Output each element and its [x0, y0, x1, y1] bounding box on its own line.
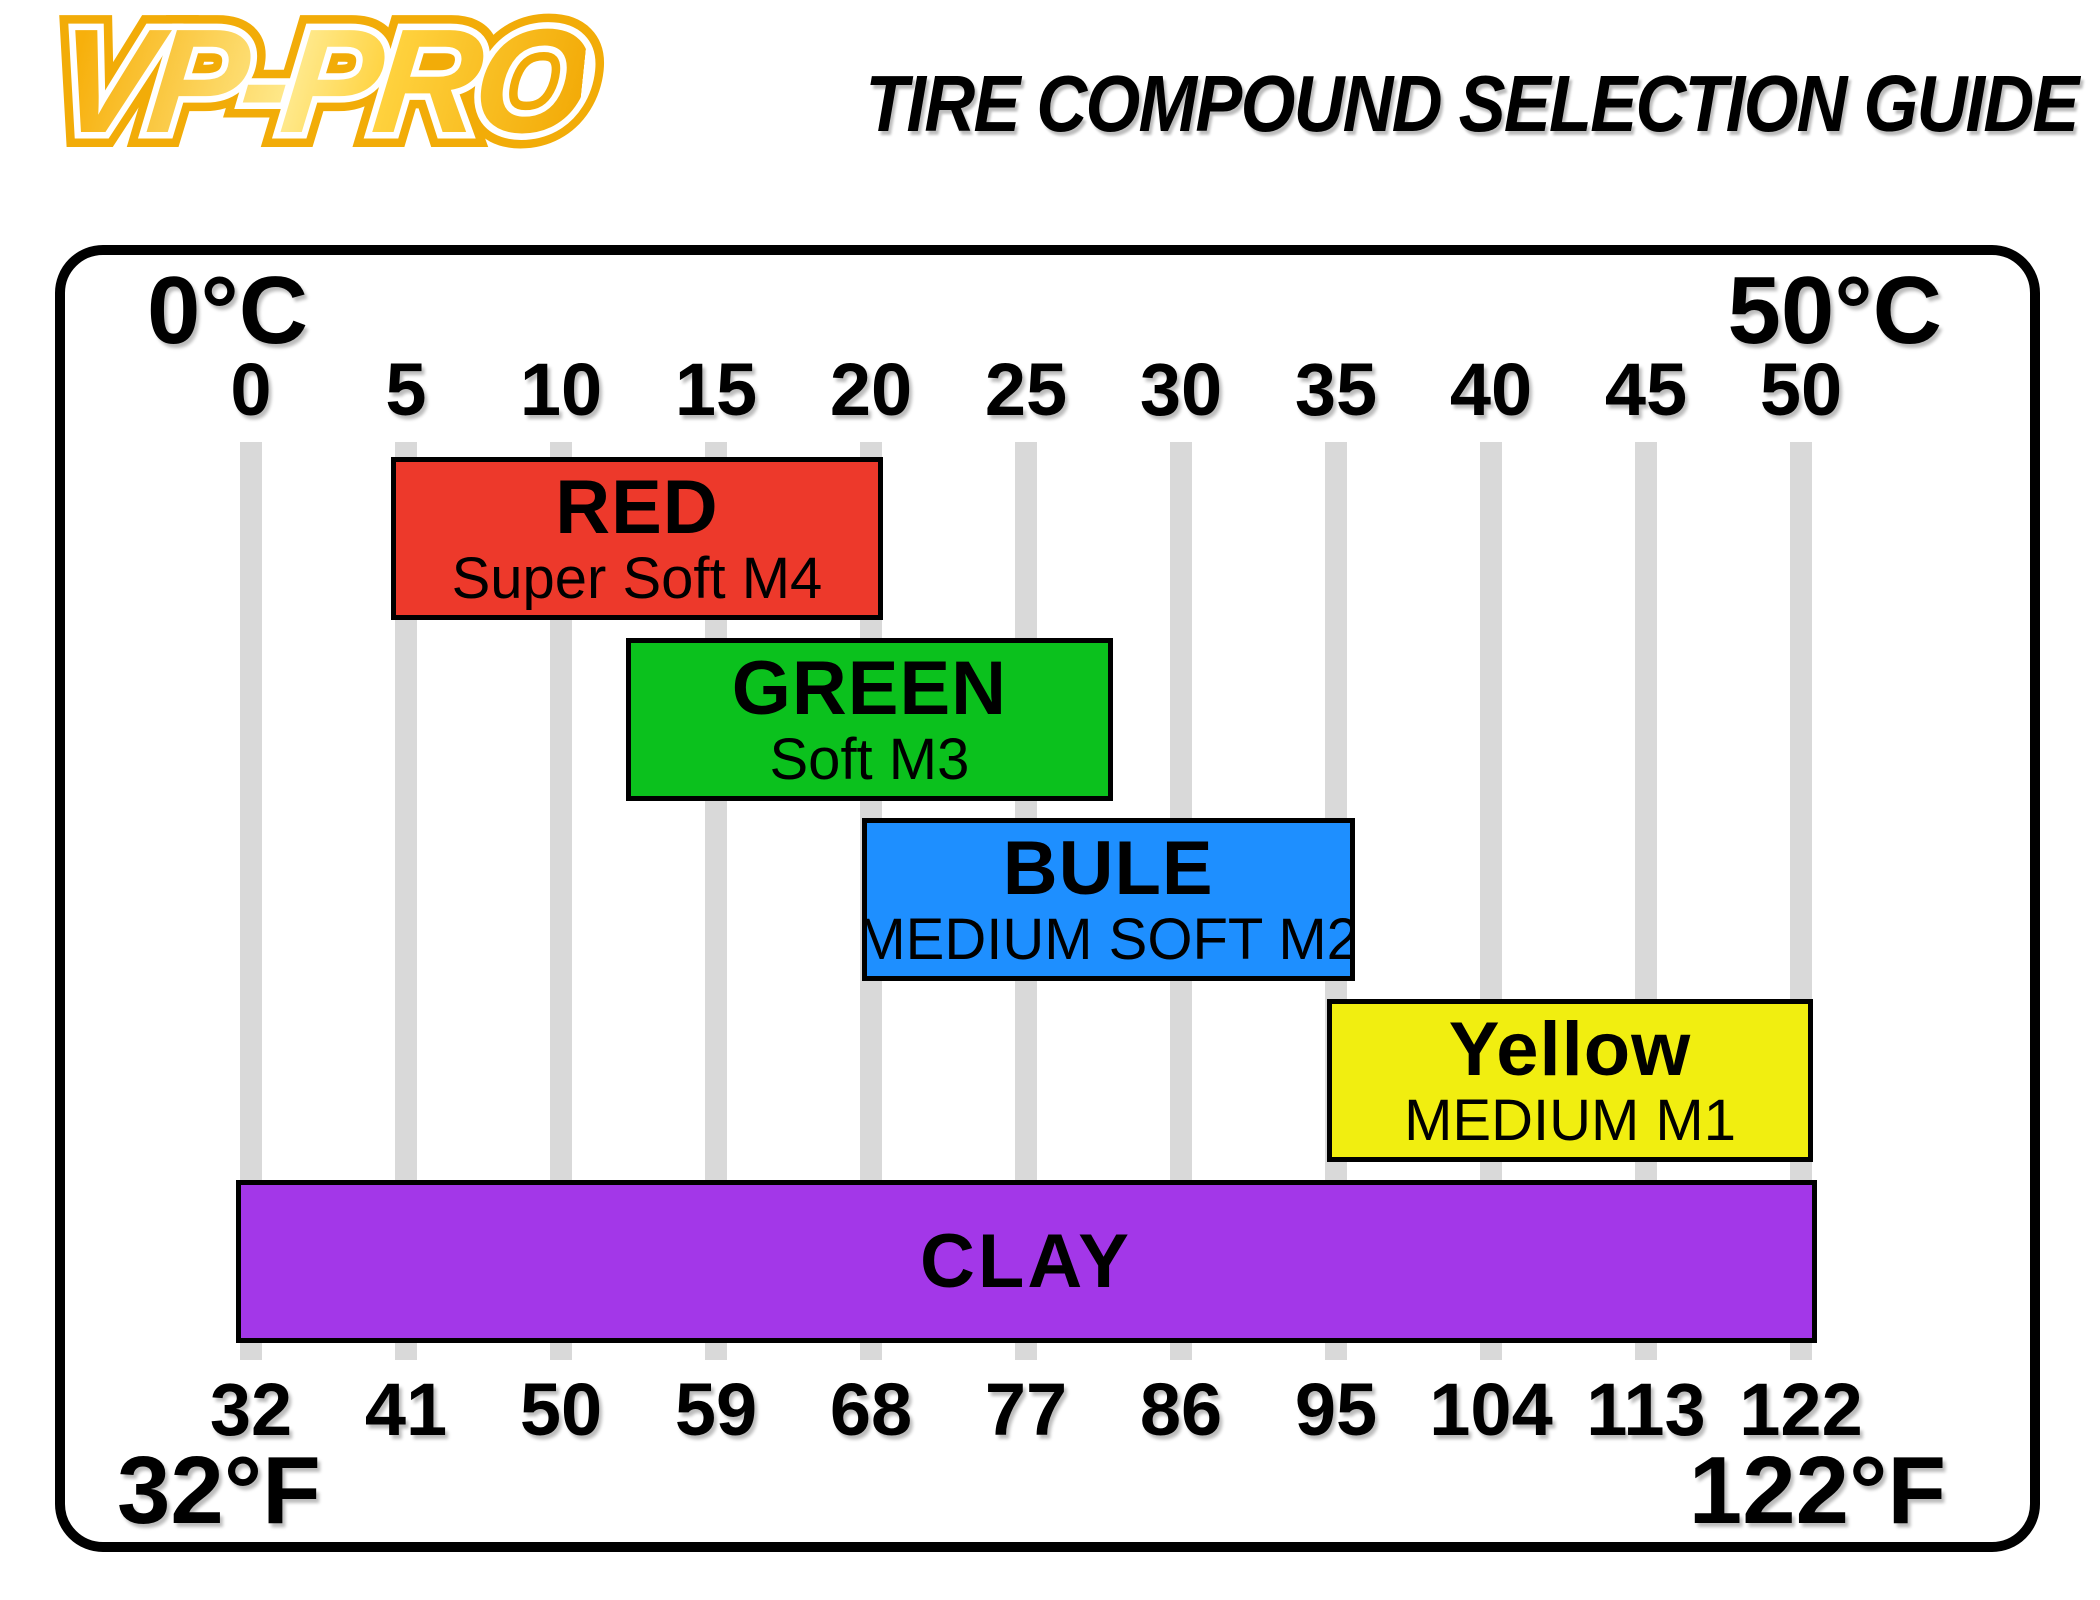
- celsius-tick-label-0: 0: [230, 348, 272, 431]
- compound-title-yellow: Yellow: [1448, 1006, 1692, 1092]
- compound-subtitle-yellow: MEDIUM M1: [1404, 1087, 1736, 1153]
- compound-title-red: RED: [555, 464, 719, 550]
- chart-frame: 0°C 50°C 32°F 122°F 0 32 5 41 10 50 15 59 20 68 25…: [55, 245, 2040, 1552]
- vp-pro-logo: VP-PRO VP-PRO VP-PRO: [34, 0, 607, 179]
- celsius-tick-label-45: 45: [1604, 348, 1688, 431]
- compound-bar-clay: CLAY: [235, 1180, 1817, 1343]
- celsius-tick-label-30: 30: [1139, 348, 1223, 431]
- logo-text: VP-PRO: [48, 0, 592, 164]
- fahrenheit-tick-label-59: 59: [674, 1368, 758, 1451]
- compound-bar-red: RED Super Soft M4: [390, 457, 884, 620]
- compound-subtitle-green: Soft M3: [769, 726, 970, 792]
- fahrenheit-tick-label-86: 86: [1139, 1368, 1223, 1451]
- fahrenheit-tick-label-32: 32: [209, 1368, 293, 1451]
- compound-subtitle-blue: MEDIUM SOFT M2: [861, 906, 1355, 972]
- celsius-tick-label-15: 15: [674, 348, 758, 431]
- fahrenheit-min-label: 32°F: [117, 1437, 321, 1544]
- compound-title-clay: CLAY: [920, 1218, 1132, 1304]
- fahrenheit-tick-label-104: 104: [1429, 1368, 1553, 1451]
- compound-bar-yellow: Yellow MEDIUM M1: [1326, 999, 1814, 1162]
- celsius-tick-label-50: 50: [1759, 348, 1843, 431]
- celsius-tick-label-5: 5: [385, 348, 427, 431]
- fahrenheit-tick-label-68: 68: [829, 1368, 913, 1451]
- grid-line-0c: [240, 442, 262, 1360]
- grid-line-5c: [395, 442, 417, 1360]
- fahrenheit-tick-label-77: 77: [984, 1368, 1068, 1451]
- fahrenheit-tick-label-41: 41: [364, 1368, 448, 1451]
- celsius-tick-label-10: 10: [519, 348, 603, 431]
- compound-subtitle-red: Super Soft M4: [451, 545, 823, 611]
- celsius-tick-label-20: 20: [829, 348, 913, 431]
- fahrenheit-tick-label-95: 95: [1294, 1368, 1378, 1451]
- compound-title-green: GREEN: [731, 645, 1008, 731]
- fahrenheit-tick-label-122: 122: [1739, 1368, 1863, 1451]
- celsius-tick-label-25: 25: [984, 348, 1068, 431]
- compound-bar-green: GREEN Soft M3: [626, 638, 1113, 801]
- compound-bar-blue: BULE MEDIUM SOFT M2: [861, 818, 1355, 981]
- compound-title-blue: BULE: [1002, 825, 1214, 911]
- fahrenheit-tick-label-113: 113: [1586, 1368, 1706, 1451]
- page-title: TIRE COMPOUND SELECTION GUIDE: [865, 59, 2080, 148]
- celsius-min-label: 0°C: [147, 257, 309, 364]
- grid-line-10c: [550, 442, 572, 1360]
- celsius-max-label: 50°C: [1727, 257, 1943, 364]
- celsius-tick-label-35: 35: [1294, 348, 1378, 431]
- celsius-tick-label-40: 40: [1449, 348, 1533, 431]
- fahrenheit-max-label: 122°F: [1688, 1437, 1946, 1544]
- fahrenheit-tick-label-50: 50: [519, 1368, 603, 1451]
